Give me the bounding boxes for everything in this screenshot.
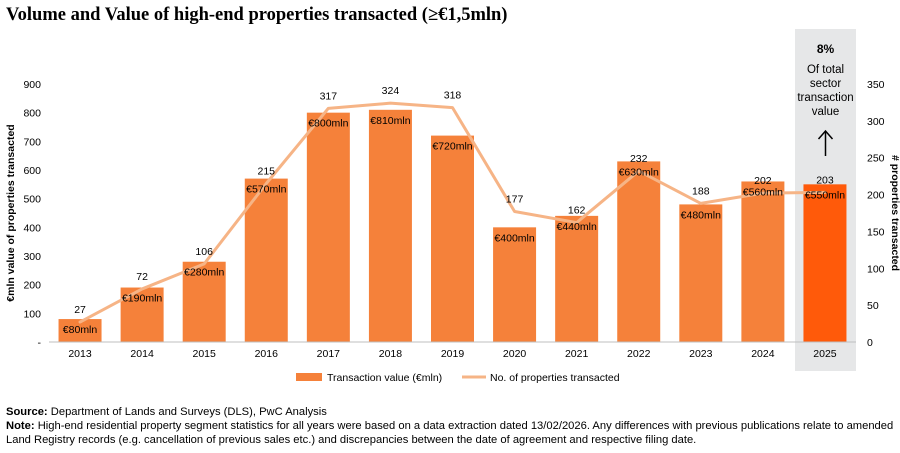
x-tick-label: 2022 (627, 348, 651, 360)
bar-data-label: €440mln (557, 221, 597, 233)
bar-data-label: €570mln (246, 184, 286, 196)
y-tick-label-right: 200 (867, 190, 885, 202)
x-tick-label: 2020 (503, 348, 527, 360)
bar-data-label: €630mln (619, 166, 659, 178)
x-tick-label: 2019 (441, 348, 465, 360)
bar-data-label: €800mln (308, 118, 348, 130)
line-data-label: 324 (382, 85, 400, 97)
x-tick-label: 2017 (317, 348, 341, 360)
line-data-label: 317 (320, 90, 338, 102)
legend: Transaction value (€mln) No. of propertie… (296, 372, 620, 384)
line-data-label: 203 (816, 174, 834, 186)
y-tick-label-left: 400 (23, 222, 41, 234)
bar (741, 181, 785, 342)
highlight-annotation: 8% Of total sector transaction value (797, 42, 854, 156)
y-axis-label-right: # properties transacted (889, 155, 900, 271)
y-axis-right: 0 50 100 150 200 250 300 350 (867, 79, 885, 349)
highlight-text-line: sector (810, 78, 841, 90)
y-tick-label-right: 0 (867, 337, 873, 349)
bar (244, 178, 288, 342)
chart-title: Volume and Value of high-end properties … (6, 5, 508, 25)
y-tick-label-left: 900 (23, 79, 41, 91)
y-tick-label-right: 50 (867, 300, 879, 312)
chart: - 100 200 300 400 500 600 700 800 900 0 50 100 150 20… (5, 29, 900, 384)
bar-data-label: €190mln (122, 293, 162, 305)
up-arrow-icon (817, 129, 834, 156)
highlight-text-line: value (812, 106, 840, 118)
series-line (78, 101, 827, 324)
legend-label-line: No. of properties transacted (490, 372, 620, 384)
bar (306, 112, 350, 343)
y-tick-label-right: 350 (867, 79, 885, 91)
highlight-text-line: Of total (807, 64, 844, 76)
x-tick-label: 2023 (689, 348, 713, 360)
bar (803, 184, 847, 342)
line-data-label: 162 (568, 205, 586, 217)
x-tick-label: 2025 (813, 348, 837, 360)
line-data-label: 202 (754, 175, 772, 187)
source-text: Department of Lands and Surveys (DLS), P… (47, 406, 327, 418)
bar (493, 227, 537, 342)
y-tick-label-left: - (38, 337, 42, 349)
line-data-label: 215 (258, 166, 276, 178)
bar-data-label: €400mln (494, 232, 534, 244)
highlight-text-line: transaction (797, 92, 853, 104)
bar (679, 204, 723, 342)
line-data-label: 72 (136, 271, 148, 283)
bar (431, 135, 474, 342)
bar-data-label: €480mln (681, 209, 721, 221)
bar-data-label: €550mln (805, 189, 845, 201)
bar-data-label: €560mln (743, 186, 783, 198)
line-data-label: 177 (506, 194, 524, 206)
y-tick-label-right: 100 (867, 263, 885, 275)
bar (368, 109, 412, 342)
y-tick-label-left: 600 (23, 165, 41, 177)
x-tick-label: 2018 (379, 348, 403, 360)
bar-data-label: €280mln (184, 267, 224, 279)
y-tick-label-left: 500 (23, 194, 41, 206)
y-tick-label-left: 700 (23, 136, 41, 148)
bar-data-label: €810mln (370, 115, 410, 127)
line-data-label: 106 (195, 246, 213, 258)
x-tick-label: 2015 (193, 348, 217, 360)
x-axis: 2013 2014 2015 2016 2017 2018 2019 2020 2021 2022… (68, 348, 836, 360)
line-data-label: 318 (444, 90, 462, 102)
y-tick-label-left: 800 (23, 108, 41, 120)
bar (182, 261, 226, 342)
line-data-label: 232 (630, 153, 648, 165)
y-tick-label-right: 300 (867, 116, 885, 128)
bars (58, 109, 847, 343)
y-tick-label-left: 200 (23, 280, 41, 292)
x-tick-label: 2014 (130, 348, 154, 360)
x-tick-label: 2016 (255, 348, 279, 360)
y-axis-left: - 100 200 300 400 500 600 700 800 900 (23, 79, 41, 349)
y-tick-label-left: 100 (23, 308, 41, 320)
legend-label-bar: Transaction value (€mln) (327, 372, 442, 384)
note-text: High-end residential property segment st… (6, 420, 894, 446)
note-label: Note: (6, 420, 35, 432)
legend-swatch-bar (296, 373, 322, 381)
bar-data-label: €80mln (63, 324, 98, 336)
footer: Source: Department of Lands and Surveys … (6, 405, 896, 447)
y-tick-label-left: 300 (23, 251, 41, 263)
highlight-percent: 8% (817, 42, 835, 56)
source-line: Source: Department of Lands and Surveys … (6, 405, 896, 419)
x-tick-label: 2021 (565, 348, 589, 360)
y-axis-label-left: €mln value of properties transacted (5, 124, 17, 301)
bar (58, 319, 102, 342)
x-tick-label: 2024 (751, 348, 775, 360)
bar-labels: €80mln €190mln €280mln €570mln €800mln €810ml… (63, 115, 845, 336)
source-label: Source: (6, 406, 48, 418)
bar (555, 215, 599, 342)
line-data-label: 27 (74, 304, 86, 316)
bar-data-label: €720mln (432, 141, 472, 153)
note-line: Note: High-end residential property segm… (6, 419, 896, 447)
line-series: 27 72 106 215 317 324 318 177 162 232 188 202 203 (74, 85, 834, 324)
y-tick-label-right: 150 (867, 226, 885, 238)
line-data-label: 188 (692, 185, 710, 197)
y-tick-label-right: 250 (867, 153, 885, 165)
bar (617, 161, 661, 342)
x-tick-label: 2013 (68, 348, 92, 360)
